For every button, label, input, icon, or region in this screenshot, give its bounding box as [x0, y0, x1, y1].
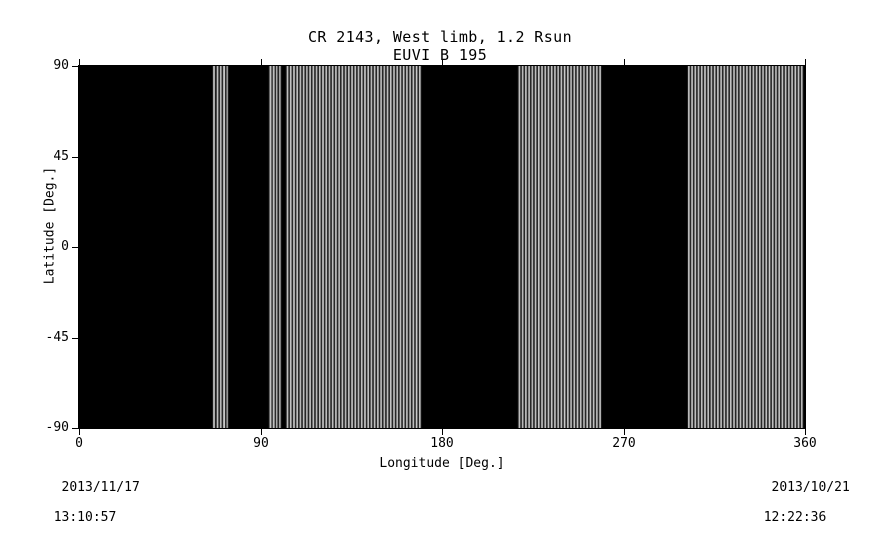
timestamp-right-date: 2013/10/21	[771, 480, 850, 495]
synoptic-map-figure: CR 2143, West limb, 1.2 Rsun EUVI B 195 …	[42, 28, 850, 525]
y-tick-label: 45	[53, 149, 69, 164]
page-subtitle: EUVI B 195	[392, 46, 488, 64]
x-axis-title: Longitude [Deg.]	[379, 456, 505, 471]
x-tick-label: 0	[75, 436, 83, 451]
x-tick-label: 360	[793, 436, 817, 451]
x-tick-label: 270	[612, 436, 636, 451]
axis-line-right	[805, 65, 806, 429]
x-tick-label: 180	[430, 436, 454, 451]
plot-area	[79, 66, 805, 428]
y-tick-mark	[72, 157, 79, 158]
y-tick-label: -45	[45, 330, 69, 345]
y-tick-label: -90	[45, 420, 69, 435]
x-tick-mark-top	[624, 59, 625, 66]
synoptic-stripe-canvas	[79, 66, 805, 428]
x-tick-mark-top	[805, 59, 806, 66]
y-tick-mark	[72, 338, 79, 339]
x-tick-mark	[261, 428, 262, 435]
y-tick-mark	[72, 66, 79, 67]
timestamp-right: 2013/10/21 12:22:36	[740, 465, 850, 555]
y-axis-title: Latitude [Deg.]	[42, 166, 58, 285]
x-tick-mark	[805, 428, 806, 435]
timestamp-left: 2013/11/17 13:10:57	[30, 465, 140, 555]
x-tick-mark-top	[79, 59, 80, 66]
x-tick-mark	[79, 428, 80, 435]
x-tick-mark-top	[442, 59, 443, 66]
timestamp-left-date: 2013/11/17	[61, 480, 140, 495]
x-tick-mark	[442, 428, 443, 435]
x-tick-mark-top	[261, 59, 262, 66]
y-tick-mark	[72, 247, 79, 248]
x-tick-mark	[624, 428, 625, 435]
y-tick-mark	[72, 428, 79, 429]
page-title: CR 2143, West limb, 1.2 Rsun	[307, 28, 573, 46]
timestamp-left-time: 13:10:57	[53, 510, 117, 525]
y-tick-label: 90	[53, 58, 69, 73]
timestamp-right-time: 12:22:36	[763, 510, 827, 525]
x-tick-label: 90	[253, 436, 269, 451]
y-tick-label: 0	[61, 239, 69, 254]
